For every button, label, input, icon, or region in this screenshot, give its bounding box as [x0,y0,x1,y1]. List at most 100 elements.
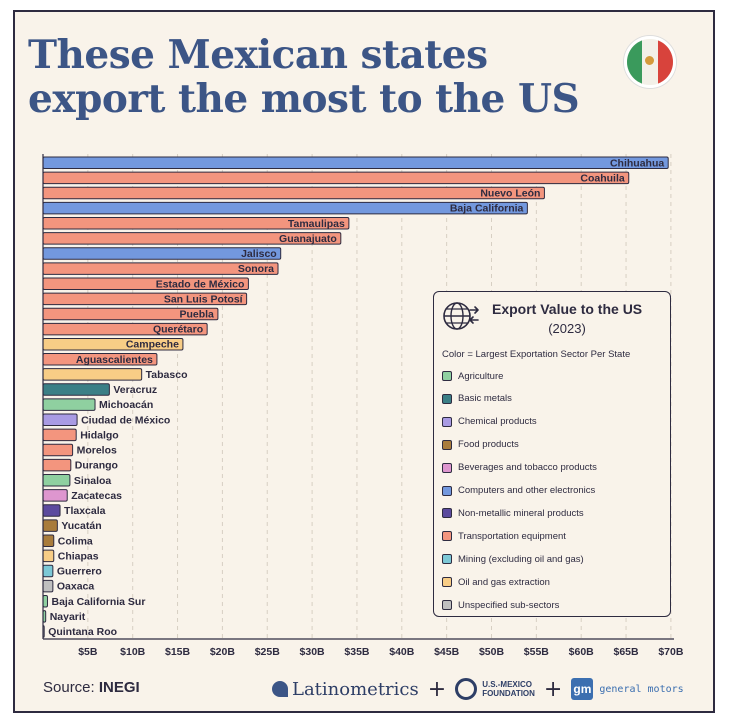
bar-label-chihuahua: Chihuahua [610,157,664,169]
legend-label: Oil and gas extraction [458,576,550,588]
plus-sign-2: + [543,676,563,702]
bar-label-morelos: Morelos [77,445,117,457]
legend-item-transportation-equipment: Transportation equipment [442,529,566,543]
legend-label: Mining (excluding oil and gas) [458,553,584,565]
x-tick-label: $25B [255,646,281,658]
bar-label-baja-california-sur: Baja California Sur [51,596,145,608]
legend-item-computers-and-other-electronics: Computers and other electronics [442,484,595,498]
bar-label-tamaulipas: Tamaulipas [288,218,345,230]
x-tick-label: $50B [479,646,505,658]
foundation-icon [455,678,478,700]
legend-label: Transportation equipment [458,530,566,542]
legend-label: Food products [458,439,519,451]
bar-label-durango: Durango [75,460,118,472]
legend-swatch [442,416,452,427]
bar-label-estado-de-mexico: Estado de México [156,278,245,290]
gm-icon: gm [571,678,594,700]
bar-label-sinaloa: Sinaloa [74,475,112,487]
x-tick-label: $20B [210,646,236,658]
bar-label-zacatecas: Zacatecas [71,490,122,502]
legend-item-non-metallic-mineral-products: Non-metallic mineral products [442,506,584,520]
bar-label-hidalgo: Hidalgo [80,429,119,441]
legend-item-agriculture: Agriculture [442,369,503,383]
bar-tabasco [42,368,143,381]
bar-label-sonora: Sonora [238,263,274,275]
legend-title: Export Value to the US [492,301,643,317]
legend-label: Chemical products [458,416,537,428]
bar-coahuila [42,171,630,185]
legend-box: Export Value to the US (2023) Color = La… [433,291,671,617]
x-tick-label: $60B [569,646,595,658]
x-axis-ticks: $5B $10B $15B $20B $25B $30B $35B $40B $45B $50B $… [78,646,684,658]
legend-swatch [442,485,452,496]
us-mexico-foundation-logo: U.S.-MEXICO FOUNDATION [455,678,535,700]
bar-label-baja-california: Baja California [450,203,524,215]
latinometrics-logo: Latinometrics [272,679,419,700]
legend-swatch [442,531,452,542]
bar-label-michoacan: Michoacán [99,399,153,411]
x-tick-label: $55B [524,646,550,658]
bar-label-puebla: Puebla [179,309,214,321]
x-tick-label: $15B [165,646,191,658]
bar-oaxaca [42,579,54,593]
bar-label-coahuila: Coahuila [580,172,624,184]
bar-michoacan [42,398,96,411]
legend-label: Beverages and tobacco products [458,462,597,474]
latinometrics-icon [272,681,288,697]
bar-label-san-luis-potosi: San Luis Potosí [164,293,244,305]
legend-year: (2023) [548,321,586,336]
bar-label-ciudad-de-mexico: Ciudad de México [81,414,170,426]
legend-swatch [442,462,452,473]
source-credit: Source: INEGI [43,679,140,696]
bar-nuevo-leon [42,186,545,200]
legend-label: Non-metallic mineral products [458,507,584,519]
bar-label-colima: Colima [58,535,93,547]
bar-colima [42,534,55,547]
bar-label-oaxaca: Oaxaca [57,581,95,593]
bar-label-campeche: Campeche [126,339,179,351]
bar-chiapas [42,549,55,563]
bars: Chihuahua Coahuila Nuevo León Baja Californ… [42,156,669,638]
globe-export-icon [443,302,479,330]
legend-label: Computers and other electronics [458,485,596,496]
bar-veracruz [42,383,110,396]
bar-label-veracruz: Veracruz [113,384,157,396]
legend-swatch [442,554,452,565]
bar-label-queretaro: Querétaro [153,324,203,336]
legend-item-chemical-products: Chemical products [442,415,537,429]
general-motors-logo: gm general motors [571,678,684,700]
legend-item-mining-excluding-oil-and-gas: Mining (excluding oil and gas) [442,552,584,566]
bar-guerrero [42,564,54,578]
bar-ciudad-de-mexico [42,413,78,427]
bar-tlaxcala [42,504,61,517]
bar-label-nayarit: Nayarit [50,611,86,623]
bar-durango [42,458,72,472]
legend-item-beverages-and-tobacco-products: Beverages and tobacco products [442,461,597,475]
bar-label-jalisco: Jalisco [241,248,277,260]
plus-sign: + [427,676,447,702]
legend-item-oil-and-gas-extraction: Oil and gas extraction [442,575,550,589]
bar-hidalgo [42,428,77,442]
legend-label: Basic metals [458,393,512,405]
bar-label-guanajuato: Guanajuato [279,233,337,245]
x-tick-label: $5B [78,646,98,658]
bar-label-aguascalientes: Aguascalientes [76,354,153,366]
legend-note: Color = Largest Exportation Sector Per S… [442,349,631,360]
legend-label: Agriculture [458,370,504,382]
legend-swatch [442,577,452,588]
x-tick-label: $40B [389,646,415,658]
legend-item-food-products: Food products [442,438,519,452]
mexico-flag-icon [624,36,676,88]
bar-morelos [42,443,74,457]
legend-item-basic-metals: Basic metals [442,392,512,406]
x-tick-label: $30B [300,646,326,658]
bar-baja-california-sur [42,594,48,608]
bar-label-quintana-roo: Quintana Roo [48,626,117,638]
bar-sinaloa [42,474,71,487]
x-tick-label: $45B [434,646,460,658]
chart-title: These Mexican states export the most to t… [28,32,580,122]
bar-label-tlaxcala: Tlaxcala [64,505,106,517]
x-tick-label: $70B [658,646,684,658]
bar-yucatan [42,519,58,532]
x-tick-label: $35B [344,646,370,658]
